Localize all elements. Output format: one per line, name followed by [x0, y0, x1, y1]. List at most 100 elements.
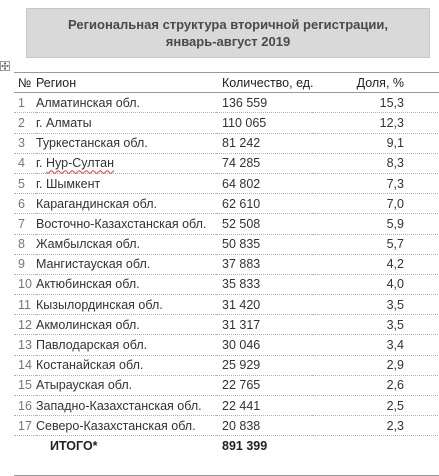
- row-share: 7,0: [312, 193, 439, 215]
- row-num: 3: [14, 133, 36, 154]
- row-num: 16: [14, 395, 36, 417]
- table-row: 3 Туркестанская обл. 81 242 9,1: [14, 133, 439, 154]
- table-header-row: № Регион Количество, ед. Доля, %: [14, 71, 439, 94]
- row-share: 4,0: [312, 274, 439, 296]
- table-row: 12 Акмолинская обл. 31 317 3,5: [14, 314, 439, 336]
- row-num: 7: [14, 213, 36, 235]
- row-num: 1: [14, 92, 36, 114]
- row-num: 2: [14, 112, 36, 134]
- row-region-prefix: г.: [36, 156, 46, 171]
- table-row: 10 Актюбинская обл. 35 833 4,0: [14, 274, 439, 296]
- row-count: 50 835: [216, 234, 312, 255]
- table-row: 2 г. Алматы 110 065 12,3: [14, 112, 439, 134]
- row-region: Западно-Казахстанская обл.: [36, 395, 216, 417]
- header-region: Регион: [36, 71, 216, 94]
- table-row: 13 Павлодарская обл. 30 046 3,4: [14, 334, 439, 356]
- row-region: Кызылординская обл.: [36, 294, 216, 316]
- table-row: 4 г. Нур-Султан 74 285 8,3: [14, 153, 439, 174]
- table-row: 16 Западно-Казахстанская обл. 22 441 2,5: [14, 395, 439, 417]
- row-share: 2,9: [312, 355, 439, 376]
- row-region: Мангистауская обл.: [36, 254, 216, 275]
- row-num: 11: [14, 294, 36, 316]
- row-num: 10: [14, 274, 36, 296]
- row-num: 13: [14, 334, 36, 356]
- row-region: Актюбинская обл.: [36, 274, 216, 296]
- row-region: Алматинская обл.: [36, 92, 216, 114]
- row-num: 5: [14, 173, 36, 195]
- row-share: 12,3: [312, 112, 439, 134]
- row-count: 37 883: [216, 254, 312, 275]
- table-row: 7 Восточно-Казахстанская обл. 52 508 5,9: [14, 213, 439, 235]
- row-share: 9,1: [312, 133, 439, 154]
- table-title: Региональная структура вторичной регистр…: [26, 8, 430, 58]
- row-region: Акмолинская обл.: [36, 314, 216, 336]
- row-count: 25 929: [216, 355, 312, 376]
- table-title-line2: январь-август 2019: [165, 34, 291, 49]
- row-share: 2,5: [312, 395, 439, 417]
- row-count: 64 802: [216, 173, 312, 195]
- row-region: Северо-Казахстанская обл.: [36, 415, 216, 437]
- header-count: Количество, ед.: [216, 71, 314, 94]
- row-count: 74 285: [216, 153, 312, 174]
- header-share: Доля, %: [312, 71, 439, 94]
- row-count: 110 065: [216, 112, 312, 134]
- row-count: 35 833: [216, 274, 312, 296]
- total-count: 891 399: [222, 438, 268, 453]
- row-share: 3,4: [312, 334, 439, 356]
- total-row: ИТОГО* 891 399: [14, 436, 439, 456]
- row-count: 81 242: [216, 133, 312, 154]
- row-num: 9: [14, 254, 36, 275]
- row-region: Карагандинская обл.: [36, 193, 216, 215]
- table-row: 15 Атырауская обл. 22 765 2,6: [14, 375, 439, 397]
- row-num: 8: [14, 234, 36, 255]
- row-count: 22 441: [216, 395, 312, 417]
- row-count: 136 559: [216, 92, 312, 114]
- row-num: 6: [14, 193, 36, 215]
- row-region: Павлодарская обл.: [36, 334, 216, 356]
- row-region: г. Нур-Султан: [36, 153, 216, 174]
- spellcheck-word: Нур-Султан: [45, 156, 114, 171]
- row-share: 15,3: [312, 92, 439, 114]
- total-label: ИТОГО*: [50, 438, 98, 453]
- row-share: 3,5: [312, 314, 439, 336]
- row-count: 52 508: [216, 213, 312, 235]
- row-share: 3,5: [312, 294, 439, 316]
- row-count: 31 420: [216, 294, 312, 316]
- table-row: 14 Костанайская обл. 25 929 2,9: [14, 355, 439, 376]
- row-count: 20 838: [216, 415, 312, 437]
- row-num: 4: [14, 153, 36, 174]
- row-num: 12: [14, 314, 36, 336]
- table-row: 5 г. Шымкент 64 802 7,3: [14, 173, 439, 195]
- row-share: 2,3: [312, 415, 439, 437]
- row-region: Жамбылская обл.: [36, 234, 216, 255]
- row-share: 5,7: [312, 234, 439, 255]
- table-row: 9 Мангистауская обл. 37 883 4,2: [14, 254, 439, 275]
- row-share: 8,3: [312, 153, 439, 174]
- row-region: Туркестанская обл.: [36, 133, 216, 154]
- row-region: г. Алматы: [36, 112, 216, 134]
- row-share: 2,6: [312, 375, 439, 397]
- row-share: 7,3: [312, 173, 439, 195]
- table-title-line1: Региональная структура вторичной регистр…: [68, 17, 388, 32]
- table-row: 6 Карагандинская обл. 62 610 7,0: [14, 193, 439, 215]
- row-share: 4,2: [312, 254, 439, 275]
- table-row: 1 Алматинская обл. 136 559 15,3: [14, 92, 439, 114]
- table-row: 11 Кызылординская обл. 31 420 3,5: [14, 294, 439, 316]
- table-bottom-rule: [14, 455, 439, 476]
- row-count: 62 610: [216, 193, 312, 215]
- row-num: 14: [14, 355, 36, 376]
- table-row: 8 Жамбылская обл. 50 835 5,7: [14, 234, 439, 255]
- row-region: Атырауская обл.: [36, 375, 216, 397]
- row-region: Костанайская обл.: [36, 355, 216, 376]
- row-num: 17: [14, 415, 36, 437]
- row-count: 22 765: [216, 375, 312, 397]
- row-count: 30 046: [216, 334, 312, 356]
- row-count: 31 317: [216, 314, 312, 336]
- table-row: 17 Северо-Казахстанская обл. 20 838 2,3: [14, 415, 439, 437]
- row-region: г. Шымкент: [36, 173, 216, 195]
- row-region: Восточно-Казахстанская обл.: [36, 213, 216, 235]
- row-num: 15: [14, 375, 36, 397]
- move-arrows-icon[interactable]: [0, 61, 10, 71]
- row-share: 5,9: [312, 213, 439, 235]
- regional-table: № Регион Количество, ед. Доля, % 1 Алмат…: [14, 71, 439, 476]
